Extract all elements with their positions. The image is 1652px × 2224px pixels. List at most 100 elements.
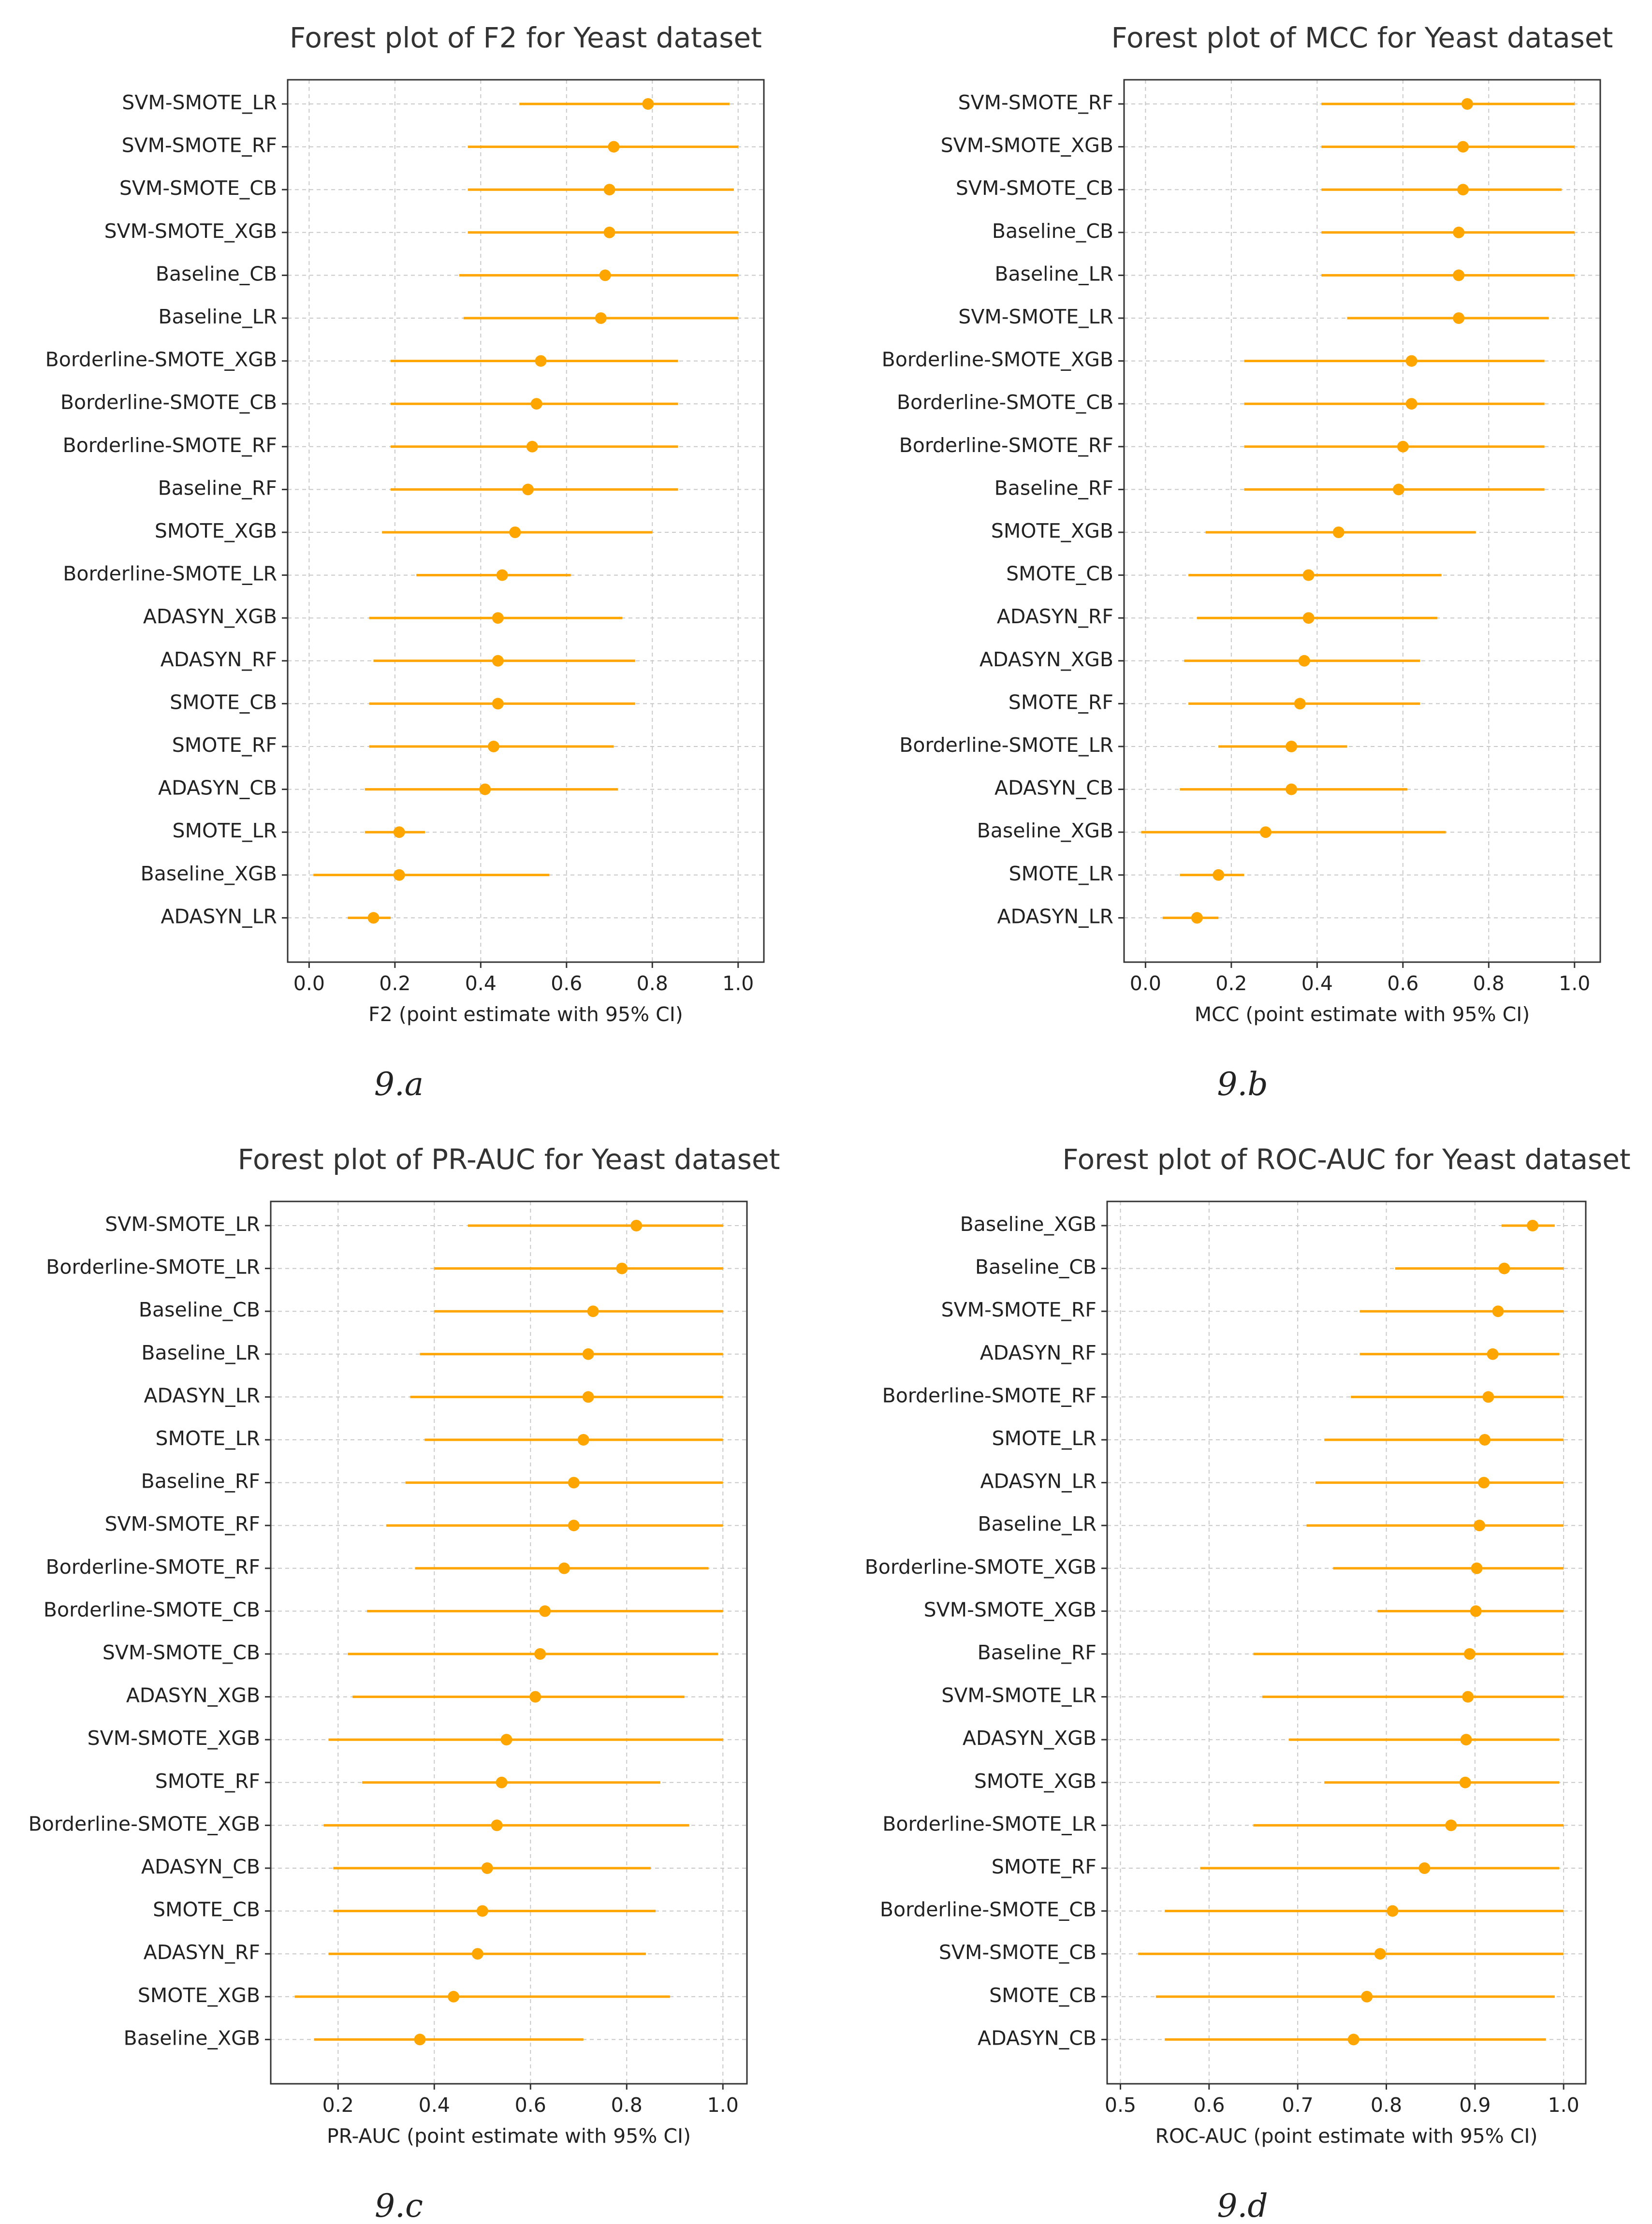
point-estimate	[1361, 1990, 1373, 2003]
x-tick-label: 0.4	[419, 2093, 450, 2117]
point-estimate	[599, 269, 611, 281]
point-estimate	[1347, 2034, 1360, 2046]
category-label: Baseline_LR	[158, 305, 277, 328]
point-estimate	[630, 1220, 643, 1231]
category-label: SMOTE_XGB	[974, 1770, 1096, 1793]
x-tick-label: 1.0	[1559, 972, 1590, 995]
point-estimate	[1302, 569, 1315, 581]
category-label: ADASYN_CB	[158, 776, 277, 800]
point-estimate	[582, 1348, 594, 1360]
point-estimate	[1461, 98, 1473, 110]
x-tick-label: 1.0	[722, 972, 754, 995]
category-label: Borderline-SMOTE_CB	[60, 391, 277, 414]
category-label: SVM-SMOTE_CB	[119, 176, 277, 200]
category-label: Baseline_LR	[978, 1512, 1096, 1536]
forest-panel-2: Forest plot of MCC for Yeast dataset 0.0 0…	[882, 21, 1613, 1103]
category-label: Borderline-SMOTE_LR	[882, 1812, 1096, 1835]
category-label: ADASYN_XGB	[143, 605, 277, 628]
category-label: SVM-SMOTE_RF	[958, 91, 1113, 114]
plot-frame	[287, 79, 765, 963]
category-label: Baseline_CB	[975, 1256, 1096, 1279]
point-estimate	[534, 1648, 546, 1660]
x-tick-label: 0.9	[1459, 2093, 1491, 2117]
category-label: ADASYN_XGB	[126, 1684, 260, 1707]
x-tick-label: 0.8	[611, 2093, 643, 2117]
category-label: ADASYN_LR	[144, 1384, 260, 1407]
category-label: Baseline_CB	[139, 1298, 260, 1321]
point-estimate	[500, 1734, 512, 1746]
panel-caption: 9.d	[1217, 2187, 1268, 2224]
point-estimate	[1471, 1562, 1483, 1574]
point-estimate	[487, 741, 499, 752]
point-estimate	[1418, 1862, 1431, 1874]
point-estimate	[1259, 826, 1272, 838]
point-estimate	[1479, 1434, 1491, 1446]
forest-panel-1: Forest plot of F2 for Yeast dataset 0.0 0.…	[45, 21, 765, 1103]
x-axis-label: PR-AUC (point estimate with 95% CI)	[327, 2124, 691, 2148]
category-label: SMOTE_XGB	[138, 1984, 260, 2007]
point-estimate	[1527, 1220, 1538, 1231]
category-label: Borderline-SMOTE_XGB	[29, 1812, 260, 1835]
category-label: Baseline_XGB	[977, 819, 1113, 842]
point-estimate	[582, 1391, 594, 1403]
point-estimate	[642, 98, 654, 110]
x-tick-label: 0.5	[1105, 2093, 1136, 2117]
category-label: SMOTE_RF	[155, 1770, 260, 1793]
point-estimate	[1457, 141, 1469, 153]
category-label: Borderline-SMOTE_RF	[882, 1384, 1096, 1407]
point-estimate	[1392, 483, 1404, 496]
point-estimate	[492, 655, 504, 667]
x-axis-label: MCC (point estimate with 95% CI)	[1195, 1003, 1530, 1026]
x-tick-label: 0.2	[1215, 972, 1247, 995]
category-label: ADASYN_XGB	[963, 1727, 1096, 1750]
point-estimate	[1457, 184, 1469, 196]
category-label: SVM-SMOTE_LR	[122, 91, 277, 114]
point-estimate	[1405, 398, 1418, 410]
panel-title: Forest plot of MCC for Yeast dataset	[1111, 21, 1613, 54]
point-estimate	[509, 527, 521, 538]
point-estimate	[448, 1990, 460, 2003]
x-tick-label: 0.0	[1130, 972, 1161, 995]
category-label: Baseline_RF	[978, 1641, 1096, 1664]
point-estimate	[608, 141, 620, 153]
point-estimate	[603, 184, 615, 196]
point-estimate	[616, 1262, 628, 1274]
point-estimate	[539, 1605, 551, 1617]
x-tick-label: 0.7	[1282, 2093, 1314, 2117]
point-estimate	[481, 1862, 493, 1874]
point-estimate	[1374, 1948, 1386, 1960]
point-estimate	[367, 912, 380, 924]
point-estimate	[1453, 226, 1465, 238]
category-label: Borderline-SMOTE_LR	[899, 733, 1113, 757]
category-label: SVM-SMOTE_CB	[956, 176, 1113, 200]
panel-title: Forest plot of ROC-AUC for Yeast dataset	[1062, 1143, 1630, 1176]
point-estimate	[558, 1562, 570, 1574]
plot-frame	[270, 1200, 748, 2085]
point-estimate	[1453, 312, 1465, 324]
category-label: Borderline-SMOTE_CB	[880, 1898, 1096, 1921]
point-estimate	[1302, 612, 1315, 624]
category-label: ADASYN_CB	[141, 1855, 260, 1878]
x-tick-label: 0.6	[515, 2093, 546, 2117]
category-label: SVM-SMOTE_LR	[941, 1684, 1096, 1707]
point-estimate	[1478, 1477, 1490, 1489]
category-label: SVM-SMOTE_XGB	[104, 219, 277, 243]
point-estimate	[1286, 741, 1298, 752]
point-estimate	[492, 612, 504, 624]
x-tick-label: 0.8	[1473, 972, 1505, 995]
panel-caption: 9.c	[375, 2187, 423, 2224]
x-tick-label: 1.0	[707, 2093, 739, 2117]
plot-frame	[1123, 79, 1601, 963]
panel-title: Forest plot of F2 for Yeast dataset	[290, 21, 762, 54]
point-estimate	[1397, 440, 1409, 453]
point-estimate	[1492, 1305, 1504, 1317]
category-label: Borderline-SMOTE_CB	[44, 1598, 260, 1621]
x-tick-label: 0.2	[379, 972, 410, 995]
category-label: Borderline-SMOTE_RF	[46, 1555, 260, 1579]
point-estimate	[393, 869, 405, 881]
point-estimate	[568, 1477, 580, 1489]
category-label: SVM-SMOTE_CB	[939, 1941, 1096, 1964]
forest-panel-3: Forest plot of PR-AUC for Yeast dataset 0…	[29, 1143, 780, 2224]
category-label: Baseline_RF	[158, 476, 277, 499]
point-estimate	[1470, 1605, 1482, 1617]
